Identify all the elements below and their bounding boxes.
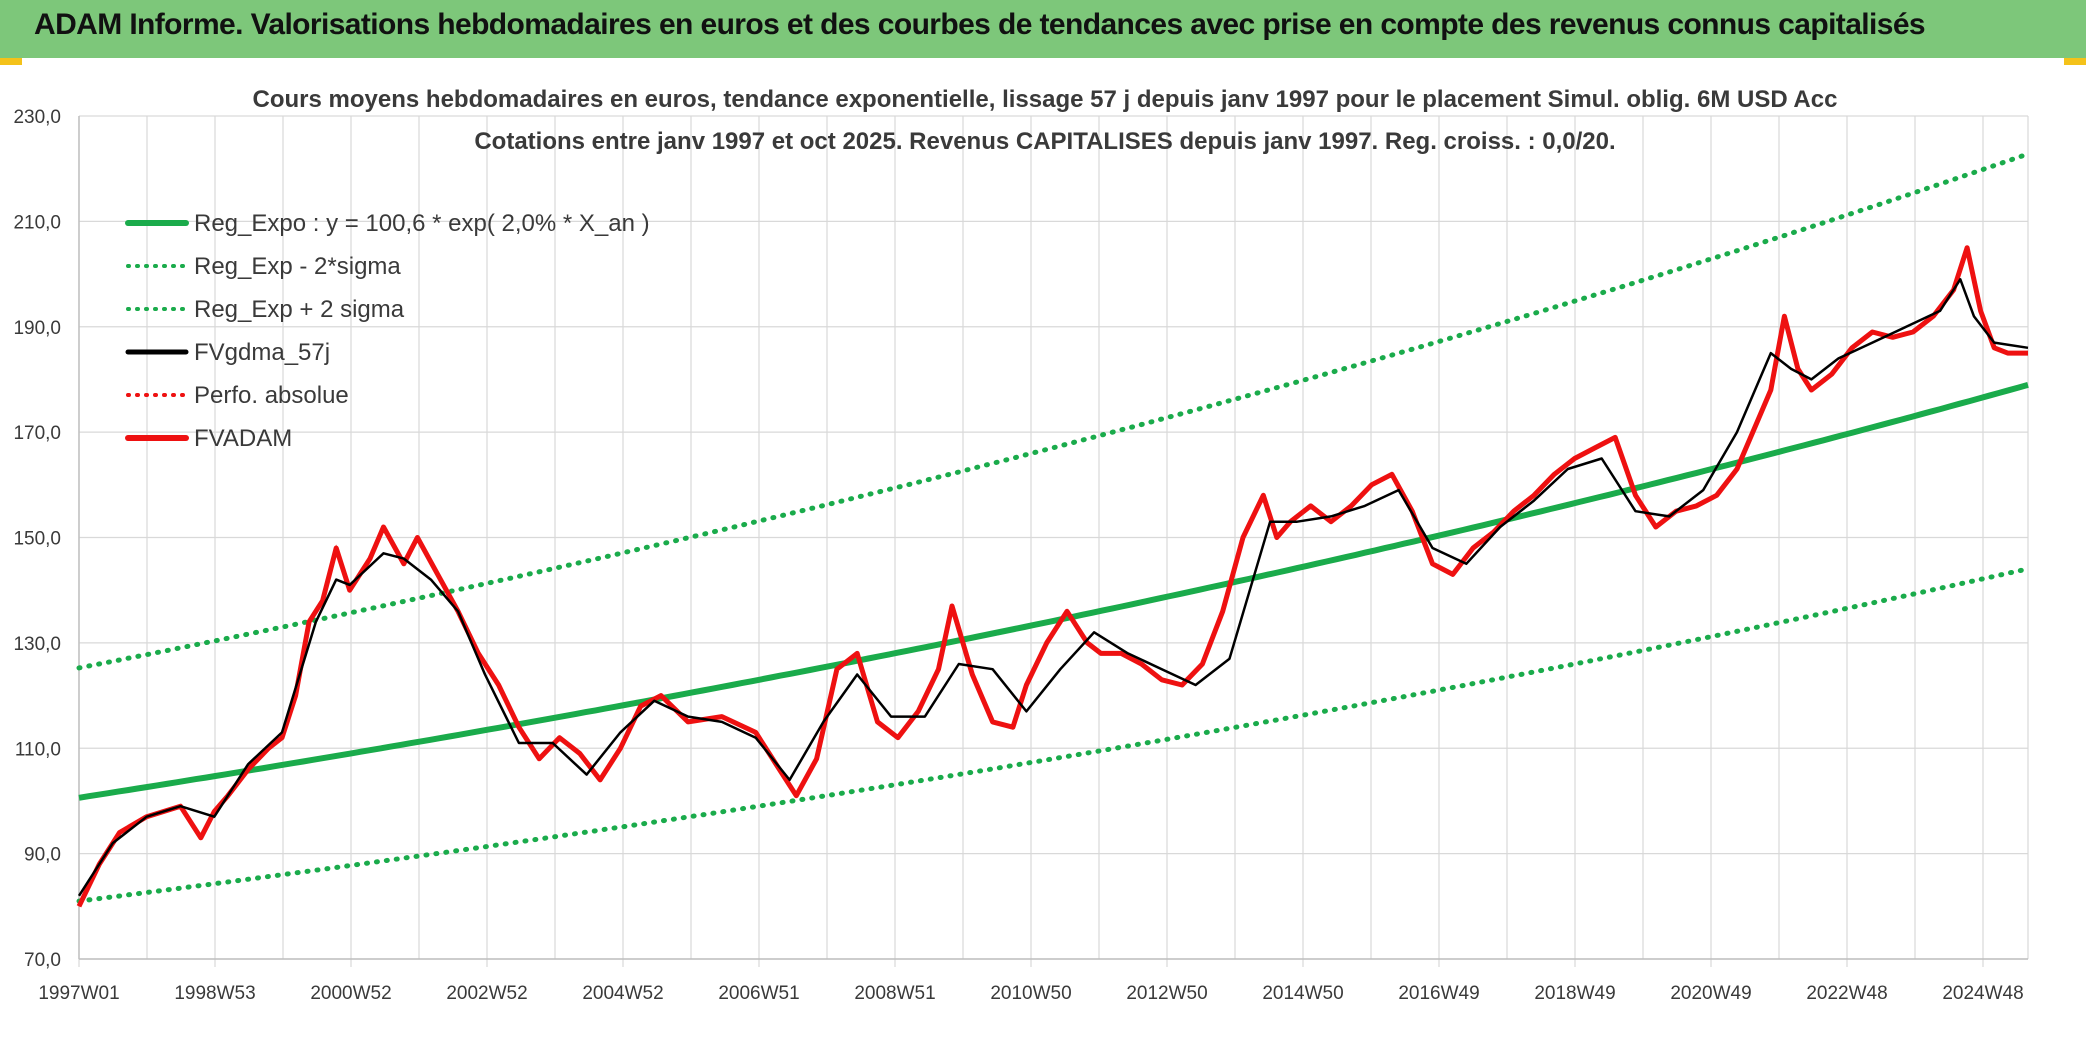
legend-label: Reg_Exp - 2*sigma <box>194 253 401 280</box>
x-tick-label: 2022W48 <box>1806 983 1887 1004</box>
legend-label: FVADAM <box>194 425 292 452</box>
corner-accent-left <box>0 58 22 65</box>
x-tick-label: 2014W50 <box>1262 983 1343 1004</box>
chart-title: Cours moyens hebdomadaires en euros, ten… <box>253 86 1838 113</box>
x-tick-label: 2016W49 <box>1398 983 1479 1004</box>
x-tick-label: 2008W51 <box>854 983 935 1004</box>
y-tick-label: 190,0 <box>13 318 61 339</box>
chart-legend: Reg_Expo : y = 100,6 * exp( 2,0% * X_an … <box>125 210 650 452</box>
series-layer <box>76 151 2031 908</box>
series-reg-exp-plus-2-sigma <box>76 151 2031 671</box>
x-tick-label: 2012W50 <box>1126 983 1207 1004</box>
x-tick-label: 2024W48 <box>1942 983 2023 1004</box>
chart-subtitle: Cotations entre janv 1997 et oct 2025. R… <box>474 128 1615 155</box>
legend-label: Perfo. absolue <box>194 382 349 409</box>
x-tick-label: 2010W50 <box>990 983 1071 1004</box>
y-tick-label: 150,0 <box>13 529 61 550</box>
series-perfo-absolue <box>78 243 2028 907</box>
chart-area: 70,0 90,0 110,0 130,0 150,0 170,0 190,0 210,0 23… <box>0 58 2086 1037</box>
legend-label: FVgdma_57j <box>194 339 330 366</box>
x-tick-label: 2000W52 <box>310 983 391 1004</box>
x-tick-label: 2002W52 <box>446 983 527 1004</box>
x-tick-label: 2018W49 <box>1534 983 1615 1004</box>
x-tick-label: 1998W53 <box>174 983 255 1004</box>
y-tick-label: 230,0 <box>13 107 61 128</box>
y-tick-label: 90,0 <box>24 845 61 866</box>
series-fvgdma-57j <box>77 278 2029 897</box>
series-reg-exp-minus-2-sigma <box>76 566 2031 904</box>
x-tick-label: 2020W49 <box>1670 983 1751 1004</box>
chart-svg: 70,0 90,0 110,0 130,0 150,0 170,0 190,0 210,0 23… <box>13 86 2031 1004</box>
x-tick-label: 2004W52 <box>582 983 663 1004</box>
report-title: ADAM Informe. Valorisations hebdomadaire… <box>34 8 1926 41</box>
corner-accent-right <box>2064 58 2086 65</box>
axis-layer: 70,0 90,0 110,0 130,0 150,0 170,0 190,0 210,0 23… <box>13 107 2028 1004</box>
y-tick-label: 70,0 <box>24 950 61 971</box>
y-tick-label: 110,0 <box>15 739 61 760</box>
legend-label: Reg_Expo : y = 100,6 * exp( 2,0% * X_an … <box>194 210 650 237</box>
x-tick-label: 1997W01 <box>38 983 119 1004</box>
legend-label: Reg_Exp + 2 sigma <box>194 296 405 323</box>
grid-layer <box>78 115 2029 967</box>
x-tick-label: 2006W51 <box>718 983 799 1004</box>
report-banner: ADAM Informe. Valorisations hebdomadaire… <box>0 0 2086 58</box>
series-fvadam <box>76 245 2028 908</box>
y-tick-label: 130,0 <box>13 634 61 655</box>
series-reg-expo <box>78 382 2029 801</box>
y-tick-label: 170,0 <box>13 423 61 444</box>
y-tick-label: 210,0 <box>13 212 61 233</box>
